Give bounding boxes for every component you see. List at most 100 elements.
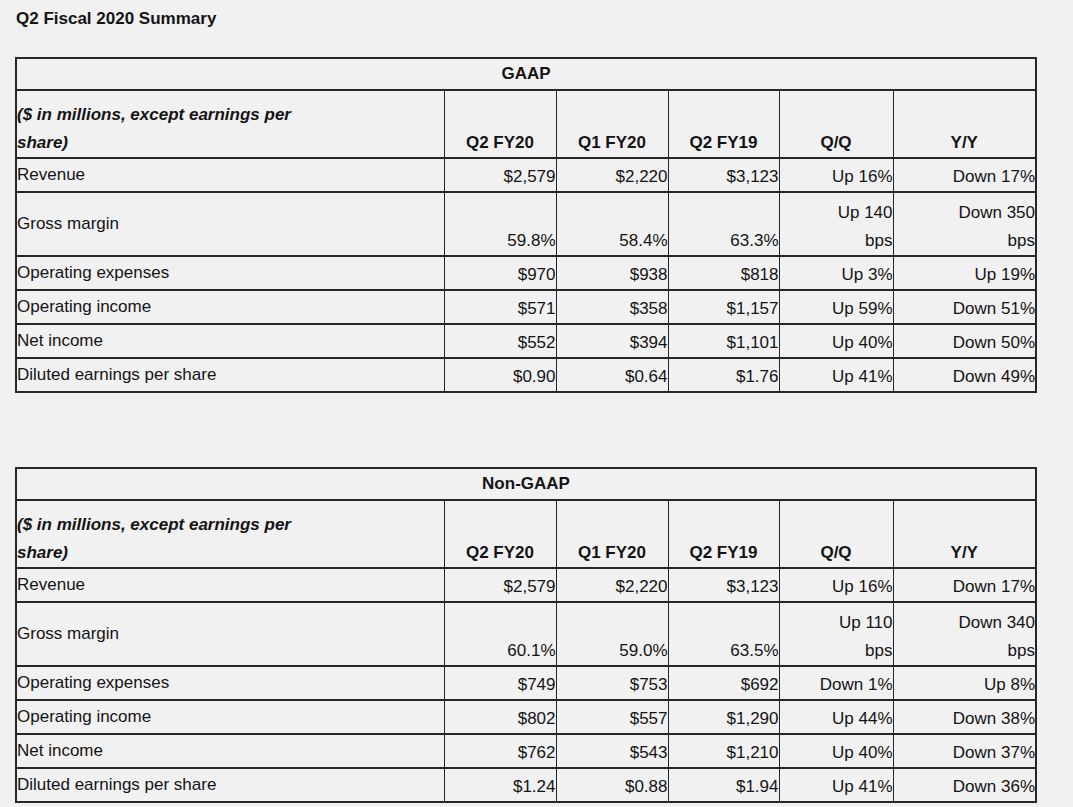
value-cell: $358 — [556, 290, 668, 324]
row-label: Diluted earnings per share — [16, 768, 444, 802]
column-header-q2fy19: Q2 FY19 — [668, 500, 779, 568]
value-cell: Down 350 bps — [893, 192, 1036, 256]
value-cell: Down 51% — [893, 290, 1036, 324]
row-label: Revenue — [16, 568, 444, 602]
value-cell: Up 140 bps — [779, 192, 893, 256]
value-cell: $2,579 — [444, 158, 556, 192]
row-label: Revenue — [16, 158, 444, 192]
value-cell: $753 — [556, 666, 668, 700]
non-gaap-table-title: Non-GAAP — [16, 468, 1036, 500]
value-cell: Down 37% — [893, 734, 1036, 768]
page-title: Q2 Fiscal 2020 Summary — [16, 9, 1073, 29]
value-cell: 59.0% — [556, 602, 668, 666]
value-cell: Up 41% — [779, 768, 893, 802]
value-cell: $1,157 — [668, 290, 779, 324]
value-cell: $394 — [556, 324, 668, 358]
table-row: Operating income $802 $557 $1,290 Up 44%… — [16, 700, 1036, 734]
value-cell: $1,101 — [668, 324, 779, 358]
table-row: Gross margin 59.8% 58.4% 63.3% Up 140 bp… — [16, 192, 1036, 256]
value-cell: $0.64 — [556, 358, 668, 392]
value-cell: $557 — [556, 700, 668, 734]
value-cell: $2,220 — [556, 158, 668, 192]
table-row: Operating expenses $749 $753 $692 Down 1… — [16, 666, 1036, 700]
value-cell: Down 1% — [779, 666, 893, 700]
units-note: ($ in millions, except earnings per shar… — [16, 90, 444, 158]
value-cell: $571 — [444, 290, 556, 324]
row-label: Gross margin — [16, 602, 444, 666]
row-label: Diluted earnings per share — [16, 358, 444, 392]
value-cell: Up 16% — [779, 568, 893, 602]
column-header-q1fy20: Q1 FY20 — [556, 90, 668, 158]
value-cell: $3,123 — [668, 158, 779, 192]
value-cell: Up 19% — [893, 256, 1036, 290]
value-cell: $749 — [444, 666, 556, 700]
row-label: Net income — [16, 324, 444, 358]
table-row: Diluted earnings per share $1.24 $0.88 $… — [16, 768, 1036, 802]
table-row: Operating income $571 $358 $1,157 Up 59%… — [16, 290, 1036, 324]
column-header-yy: Y/Y — [893, 90, 1036, 158]
table-row: Non-GAAP — [16, 468, 1036, 500]
value-cell: Down 340 bps — [893, 602, 1036, 666]
value-cell: $970 — [444, 256, 556, 290]
gaap-table: GAAP ($ in millions, except earnings per… — [15, 57, 1037, 393]
value-cell: $0.88 — [556, 768, 668, 802]
value-cell: Down 50% — [893, 324, 1036, 358]
value-cell: $552 — [444, 324, 556, 358]
value-cell: Down 38% — [893, 700, 1036, 734]
value-cell: Up 16% — [779, 158, 893, 192]
table-row: Revenue $2,579 $2,220 $3,123 Up 16% Down… — [16, 158, 1036, 192]
value-cell: $0.90 — [444, 358, 556, 392]
gaap-table-title: GAAP — [16, 58, 1036, 90]
value-cell: $802 — [444, 700, 556, 734]
value-cell: $543 — [556, 734, 668, 768]
value-cell: Up 41% — [779, 358, 893, 392]
column-header-q2fy19: Q2 FY19 — [668, 90, 779, 158]
column-header-q1fy20: Q1 FY20 — [556, 500, 668, 568]
column-header-q2fy20: Q2 FY20 — [444, 500, 556, 568]
value-cell: $938 — [556, 256, 668, 290]
table-row: ($ in millions, except earnings per shar… — [16, 90, 1036, 158]
row-label: Operating income — [16, 290, 444, 324]
table-row: ($ in millions, except earnings per shar… — [16, 500, 1036, 568]
value-cell: $1.76 — [668, 358, 779, 392]
value-cell: 63.3% — [668, 192, 779, 256]
value-cell: $2,220 — [556, 568, 668, 602]
value-cell: $818 — [668, 256, 779, 290]
column-header-qq: Q/Q — [779, 90, 893, 158]
value-cell: $3,123 — [668, 568, 779, 602]
table-row: Operating expenses $970 $938 $818 Up 3% … — [16, 256, 1036, 290]
table-row: Gross margin 60.1% 59.0% 63.5% Up 110 bp… — [16, 602, 1036, 666]
value-cell: $1.94 — [668, 768, 779, 802]
value-cell: $1,290 — [668, 700, 779, 734]
value-cell: Up 110 bps — [779, 602, 893, 666]
row-label: Operating expenses — [16, 666, 444, 700]
value-cell: 63.5% — [668, 602, 779, 666]
value-cell: $692 — [668, 666, 779, 700]
value-cell: Up 3% — [779, 256, 893, 290]
value-cell: 59.8% — [444, 192, 556, 256]
non-gaap-table: Non-GAAP ($ in millions, except earnings… — [15, 467, 1037, 803]
value-cell: Up 40% — [779, 734, 893, 768]
value-cell: Up 59% — [779, 290, 893, 324]
value-cell: $762 — [444, 734, 556, 768]
table-row: Net income $552 $394 $1,101 Up 40% Down … — [16, 324, 1036, 358]
table-row: Net income $762 $543 $1,210 Up 40% Down … — [16, 734, 1036, 768]
value-cell: Down 17% — [893, 568, 1036, 602]
value-cell: Up 44% — [779, 700, 893, 734]
table-row: Revenue $2,579 $2,220 $3,123 Up 16% Down… — [16, 568, 1036, 602]
value-cell: $1,210 — [668, 734, 779, 768]
table-row: Diluted earnings per share $0.90 $0.64 $… — [16, 358, 1036, 392]
column-header-yy: Y/Y — [893, 500, 1036, 568]
value-cell: Up 8% — [893, 666, 1036, 700]
column-header-qq: Q/Q — [779, 500, 893, 568]
value-cell: Up 40% — [779, 324, 893, 358]
value-cell: Down 49% — [893, 358, 1036, 392]
table-row: GAAP — [16, 58, 1036, 90]
row-label: Net income — [16, 734, 444, 768]
units-note: ($ in millions, except earnings per shar… — [16, 500, 444, 568]
value-cell: Down 36% — [893, 768, 1036, 802]
column-header-q2fy20: Q2 FY20 — [444, 90, 556, 158]
value-cell: 58.4% — [556, 192, 668, 256]
value-cell: 60.1% — [444, 602, 556, 666]
value-cell: $2,579 — [444, 568, 556, 602]
